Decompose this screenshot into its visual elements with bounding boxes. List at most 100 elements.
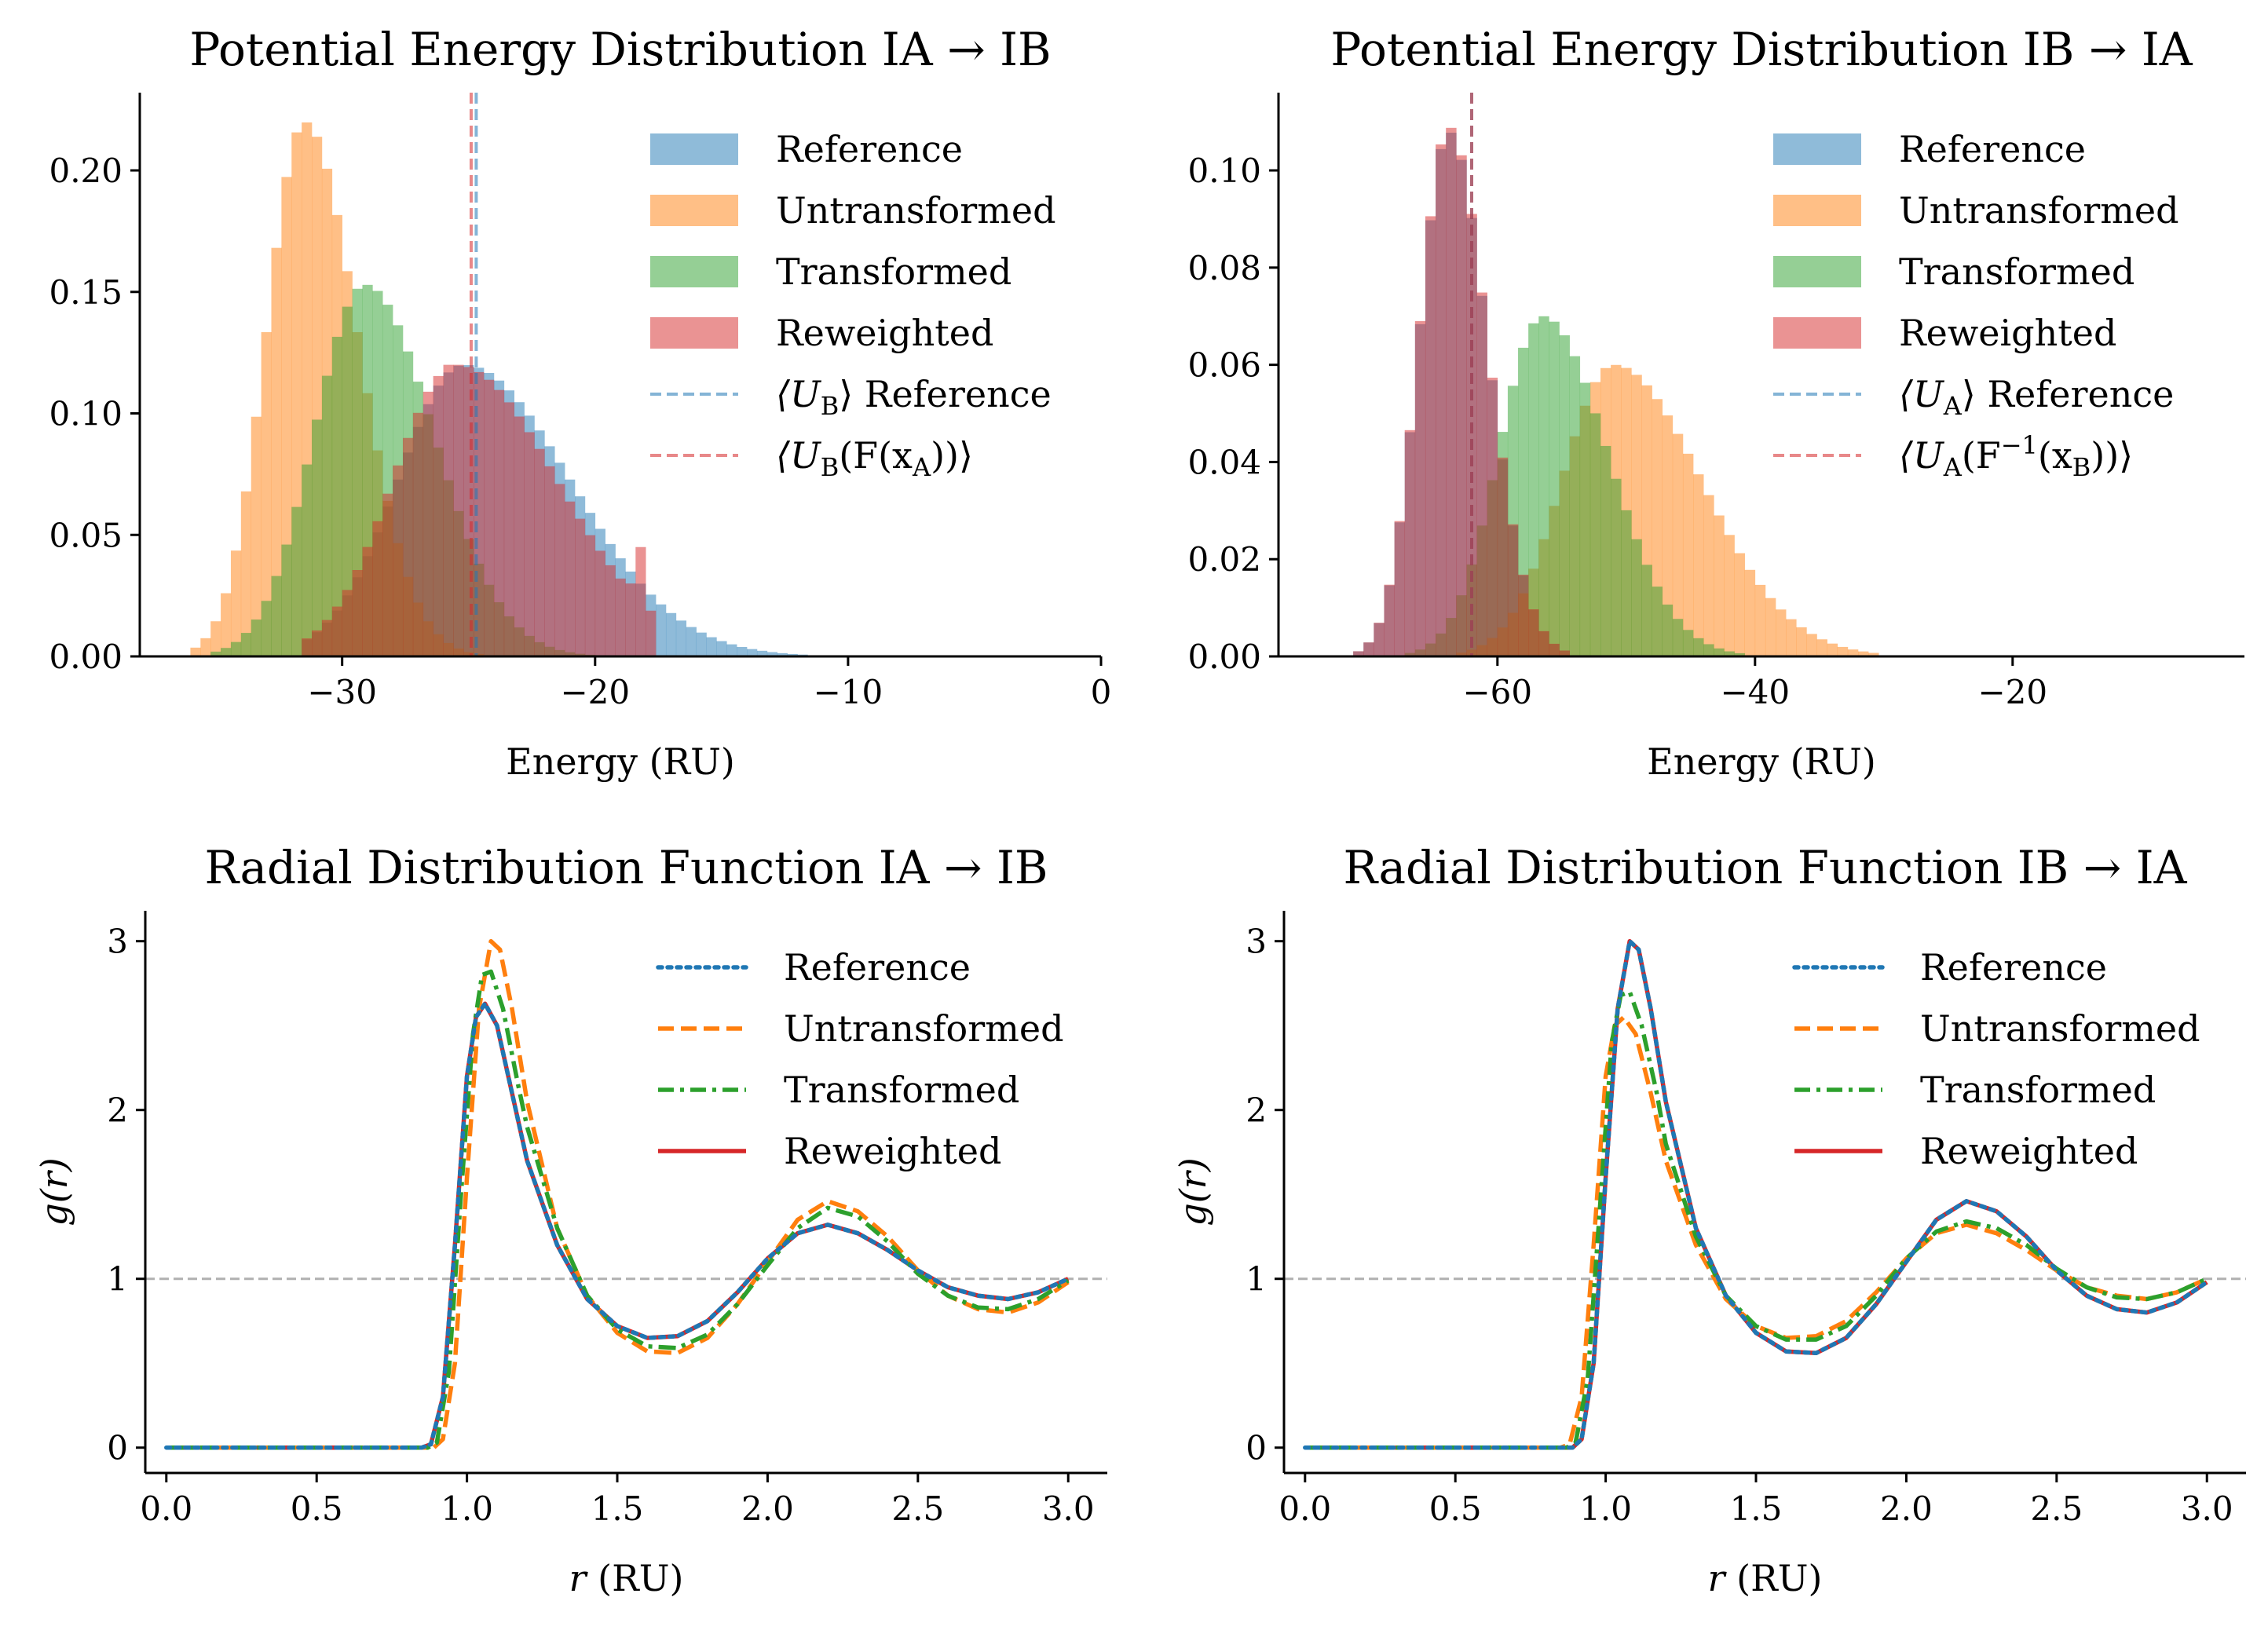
histogram-bar (190, 647, 201, 656)
legend-label: Transformed (1920, 1069, 2156, 1111)
series-reweighted (302, 364, 657, 656)
histogram-bar (1662, 605, 1674, 656)
histogram-bar (777, 652, 788, 656)
histogram-bar (240, 491, 252, 656)
legend-label: Untransformed (1920, 1007, 2200, 1050)
histogram-bar (1538, 630, 1549, 656)
histogram-bar (1518, 574, 1529, 656)
histogram-bar (291, 506, 302, 656)
histogram-bar (1672, 433, 1684, 656)
histogram-bar (737, 646, 748, 656)
histogram-bar (594, 550, 605, 656)
histogram-bar (433, 375, 444, 656)
histogram-bar (453, 364, 464, 656)
x-axis-label: r (RU) (1708, 1557, 1823, 1599)
x-tick-label: −20 (560, 673, 630, 711)
x-tick-label: 0.5 (291, 1489, 343, 1528)
histogram-bar (747, 649, 758, 656)
histogram-bar (1734, 553, 1745, 656)
y-tick-label: 2 (1246, 1091, 1267, 1130)
y-tick-label: 0.00 (1187, 638, 1261, 676)
histogram-bar (221, 648, 232, 656)
histogram-bar (342, 306, 353, 656)
chart-title: Potential Energy Distribution IA → IB (189, 23, 1051, 76)
histogram-bar (675, 620, 687, 656)
y-tick-label: 0.10 (1187, 152, 1261, 190)
legend-label: Untransformed (1899, 189, 2179, 232)
series-line-reference (164, 1001, 1070, 1450)
legend-swatch (1773, 317, 1861, 349)
histogram-bar (656, 604, 667, 656)
histogram-bar (1703, 644, 1714, 656)
x-axis-label: Energy (RU) (1647, 740, 1876, 783)
histogram-bar (1394, 521, 1406, 656)
histogram-bar (766, 652, 777, 656)
histogram-bar (372, 521, 383, 656)
legend-label: Reweighted (784, 1130, 1001, 1172)
histogram-bar (1353, 651, 1364, 656)
histogram-bar (1569, 356, 1581, 656)
y-axis-label: g(r) (33, 1157, 75, 1226)
chart-title: Potential Energy Distribution IB → IA (1330, 23, 2193, 76)
histogram-bar (302, 464, 313, 656)
legend-label: ⟨UA⟩ Reference (1899, 373, 2174, 421)
legend-label: Reference (1920, 946, 2107, 989)
histogram-bar (686, 627, 697, 656)
histogram-bar (635, 546, 646, 656)
histogram-bar (1816, 639, 1827, 656)
histogram-bar (575, 518, 586, 656)
legend-label: Transformed (1899, 250, 2134, 293)
y-tick-label: 0.02 (1187, 540, 1261, 579)
histogram-bar (352, 570, 363, 656)
histogram-bar (493, 389, 505, 656)
legend-label: Untransformed (776, 189, 1056, 232)
y-tick-label: 1 (107, 1260, 128, 1299)
y-tick-label: 0.20 (49, 152, 123, 190)
histogram-bar (484, 379, 495, 656)
histogram-bar (1806, 634, 1817, 656)
histogram-bar (1693, 638, 1704, 656)
histogram-bar (514, 416, 525, 656)
histogram-bar (605, 565, 616, 656)
legend-swatch (650, 133, 738, 165)
y-tick-label: 0.00 (49, 638, 123, 676)
legend-label: Transformed (776, 250, 1011, 293)
legend-swatch (1773, 133, 1861, 165)
x-tick-label: 1.0 (1579, 1489, 1632, 1528)
histogram-bar (534, 448, 545, 656)
y-tick-label: 0.10 (49, 395, 123, 433)
histogram-bar (230, 550, 242, 656)
legend-label: ⟨UA(F−1(xB))⟩ (1899, 430, 2133, 482)
legend-swatch (1773, 256, 1861, 287)
histogram-bar (331, 336, 342, 656)
chart-title: Radial Distribution Function IB → IA (1343, 841, 2187, 894)
histogram-bar (321, 375, 333, 656)
histogram-bar (423, 391, 433, 656)
histogram-bar (1538, 316, 1549, 656)
histogram-bar (1786, 619, 1797, 656)
histogram-bar (1579, 382, 1591, 656)
histogram-bar (1714, 515, 1725, 656)
histogram-bar (1456, 155, 1467, 657)
histogram-bar (1404, 429, 1416, 656)
y-tick-label: 0 (107, 1429, 128, 1467)
legend-label: Reweighted (1899, 312, 2116, 354)
legend-label: Reference (776, 128, 963, 170)
x-axis-label: Energy (RU) (506, 740, 735, 783)
legend-label: ⟨UB(F(xA))⟩ (776, 434, 973, 482)
histogram-bar (251, 416, 262, 656)
legend-label: Untransformed (784, 1007, 1064, 1050)
histogram-bar (1384, 584, 1395, 656)
y-tick-label: 0.04 (1187, 443, 1261, 481)
histogram-bar (1414, 321, 1426, 656)
legend: Reference Untransformed Transformed Reweigh… (1792, 946, 2200, 1172)
histogram-bar (1497, 457, 1509, 656)
y-tick-label: 0.15 (49, 273, 123, 312)
histogram-bar (200, 638, 211, 656)
histogram-bar (1765, 598, 1776, 656)
legend-label: Reweighted (1920, 1130, 2138, 1172)
histogram-bar (210, 621, 221, 656)
x-tick-label: 0 (1091, 673, 1112, 711)
histogram-bar (1682, 630, 1694, 656)
